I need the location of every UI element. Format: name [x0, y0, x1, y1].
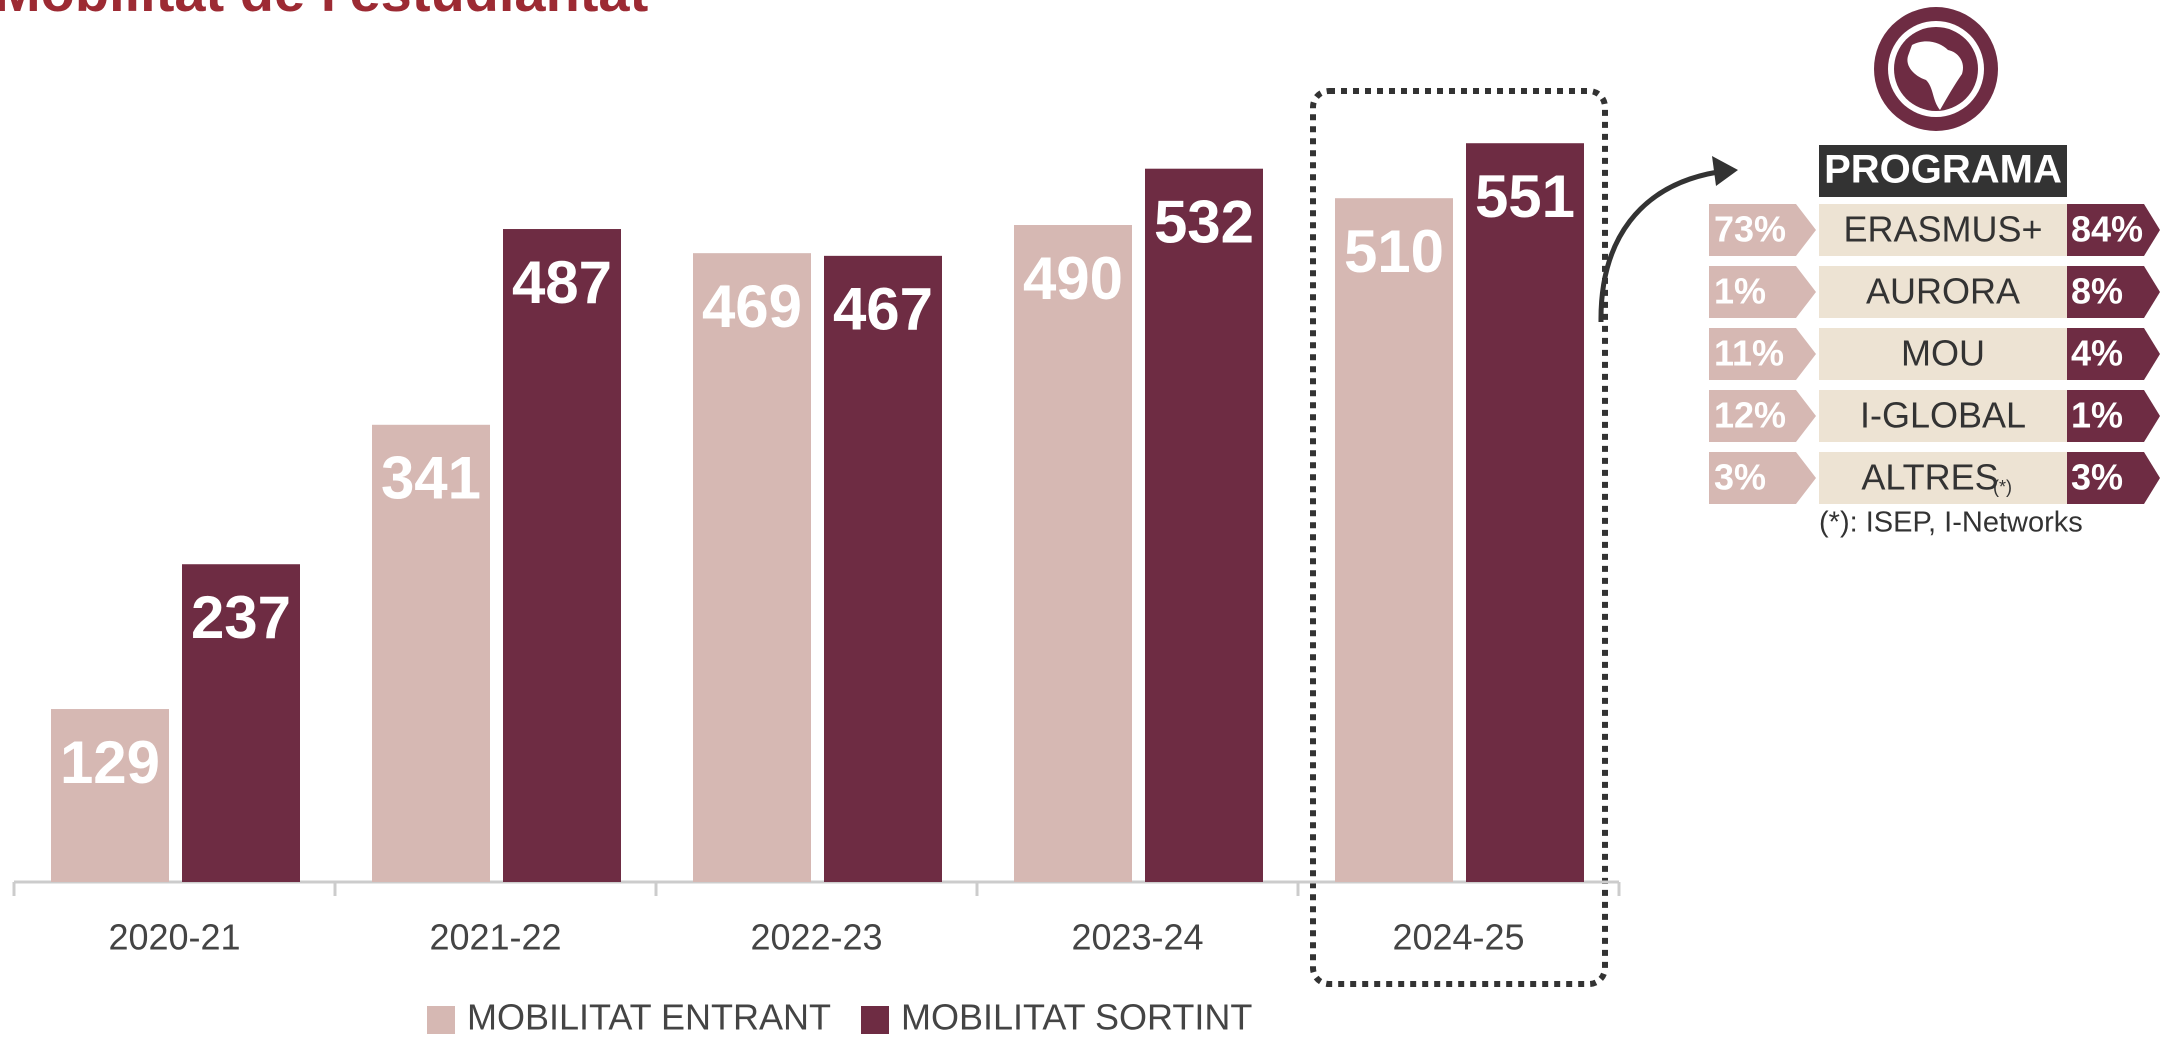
table-header: PROGRAMA — [1824, 148, 2062, 192]
chart-title: Mobilitat de l'estudiantat — [0, 0, 648, 23]
program-cell — [1819, 328, 2067, 380]
value-label: 237 — [191, 584, 291, 651]
x-tick-label: 2024-25 — [1392, 917, 1524, 958]
entrant-tag — [1709, 452, 1816, 504]
sortint-share: 84% — [2071, 209, 2143, 250]
sortint-tag — [2067, 266, 2160, 318]
entrant-share: 11% — [1714, 333, 1784, 374]
x-tick-label: 2023-24 — [1071, 917, 1203, 958]
value-label: 487 — [512, 249, 612, 316]
entrant-share: 12% — [1714, 395, 1786, 436]
program-cell — [1819, 452, 2067, 504]
program-cell — [1819, 204, 2067, 256]
bar — [1335, 198, 1453, 882]
value-label: 532 — [1154, 189, 1254, 256]
sortint-tag — [2067, 452, 2160, 504]
program-name: ERASMUS+ — [1843, 209, 2042, 250]
sortint-share: 1% — [2071, 395, 2123, 436]
x-tick-label: 2021-22 — [429, 917, 561, 958]
value-label: 129 — [60, 729, 160, 796]
globe-icon — [1874, 7, 1998, 131]
sortint-share: 4% — [2071, 333, 2123, 374]
value-label: 469 — [702, 273, 802, 340]
value-label: 341 — [381, 445, 481, 512]
x-tick-label: 2020-21 — [108, 917, 240, 958]
program-name: ALTRES — [1861, 457, 1998, 498]
bar — [693, 253, 811, 883]
entrant-share: 3% — [1714, 457, 1766, 498]
legend-swatch — [861, 1006, 889, 1034]
footnote: (*): ISEP, I-Networks — [1819, 507, 2083, 539]
program-name: I-GLOBAL — [1860, 395, 2026, 436]
program-name: MOU — [1901, 333, 1985, 374]
arrow-head — [1712, 156, 1738, 186]
arrow — [1598, 169, 1719, 323]
legend-swatch — [427, 1006, 455, 1034]
program-note: (*) — [1993, 477, 2012, 497]
entrant-share: 73% — [1714, 209, 1786, 250]
entrant-tag — [1709, 328, 1816, 380]
legend-label: MOBILITAT SORTINT — [901, 997, 1252, 1038]
legend-label: MOBILITAT ENTRANT — [467, 997, 831, 1038]
value-label: 467 — [833, 276, 933, 343]
bar — [1145, 168, 1263, 883]
program-cell — [1819, 266, 2067, 318]
program-cell — [1819, 390, 2067, 442]
sortint-tag — [2067, 204, 2160, 256]
sortint-tag — [2067, 390, 2160, 442]
bar — [182, 564, 300, 882]
bar — [503, 229, 621, 882]
bar — [824, 255, 942, 883]
program-name: AURORA — [1866, 271, 2020, 312]
sortint-share: 3% — [2071, 457, 2123, 498]
value-label: 551 — [1475, 163, 1575, 230]
highlight-box — [1310, 88, 1608, 987]
entrant-tag — [1709, 390, 1816, 442]
bar — [372, 424, 490, 882]
bar — [1014, 225, 1132, 883]
sortint-tag — [2067, 328, 2160, 380]
entrant-tag — [1709, 204, 1816, 256]
value-label: 490 — [1023, 245, 1123, 312]
entrant-share: 1% — [1714, 271, 1766, 312]
bar — [51, 709, 169, 882]
sortint-share: 8% — [2071, 271, 2123, 312]
value-label: 510 — [1344, 218, 1444, 285]
bar — [1466, 143, 1584, 882]
x-tick-label: 2022-23 — [750, 917, 882, 958]
entrant-tag — [1709, 266, 1816, 318]
table-header-bg — [1819, 145, 2067, 197]
